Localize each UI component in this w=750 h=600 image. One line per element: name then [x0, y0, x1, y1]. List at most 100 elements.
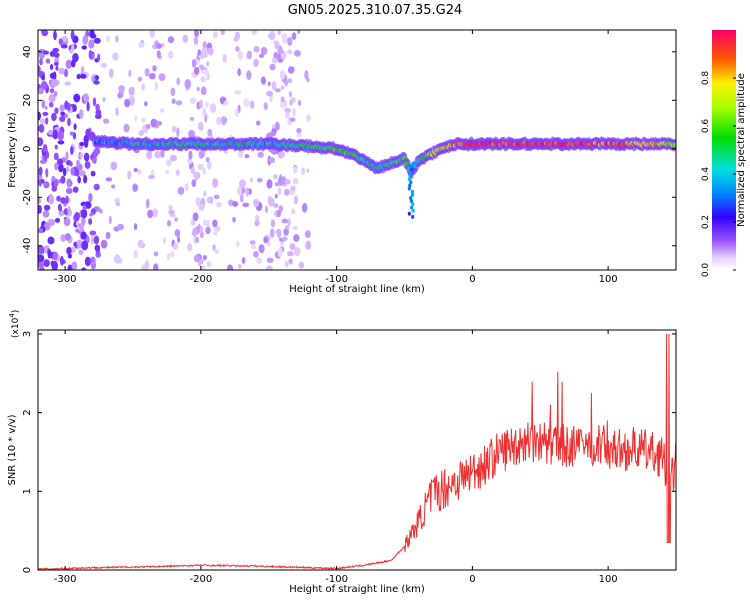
spectrogram-noise-point: [277, 45, 283, 54]
spectrogram-streak-point: [407, 177, 411, 182]
spectrogram-noise-point: [63, 68, 69, 78]
spectrogram-noise-point: [283, 188, 290, 196]
spectrogram-noise-point: [67, 117, 71, 127]
spectrogram-noise-point: [54, 218, 61, 223]
spectrogram-noise-point: [79, 222, 84, 233]
spectrogram-image: [38, 30, 676, 270]
spectrogram-noise-point: [267, 241, 271, 247]
svg-text:(x104): (x104): [8, 310, 21, 338]
spectrogram-noise-point: [138, 41, 145, 48]
spectrogram-noise-point: [75, 221, 80, 226]
spectrogram-noise-point: [166, 220, 172, 227]
spectrogram-noise-point: [84, 161, 91, 169]
spectrogram-noise-point: [79, 73, 87, 79]
spectrogram-noise-point: [238, 148, 244, 159]
spectrogram-noise-point: [102, 118, 110, 124]
y-tick-label: 40: [22, 45, 33, 58]
spectrogram-noise-point: [276, 228, 282, 239]
spectrogram-noise-point: [88, 49, 93, 59]
spectrogram-noise-point: [296, 30, 301, 35]
spectrogram-noise-point: [38, 124, 45, 133]
spectrogram-noise-point: [271, 124, 276, 129]
spectrogram-noise-point: [70, 59, 76, 68]
x-tick-label: -300: [54, 274, 77, 285]
colorbar-gradient: [712, 30, 736, 270]
spectrogram-noise-point: [66, 166, 70, 173]
spectrogram-noise-point: [81, 240, 89, 251]
spectrogram-noise-point: [251, 30, 258, 35]
spectrogram-noise-point: [90, 170, 96, 177]
spectrogram-noise-point: [72, 186, 79, 193]
y-tick-label: -20: [22, 189, 33, 205]
spectrogram-noise-point: [306, 114, 311, 123]
spectrogram-noise-point: [284, 179, 291, 185]
snr-scale-exp: 4: [8, 313, 16, 318]
spectrogram-noise-point: [93, 183, 100, 191]
spectrogram-noise-point: [58, 67, 65, 75]
spectrogram-noise-point: [192, 227, 198, 237]
spectrogram-noise-point: [153, 251, 159, 257]
spectrogram-noise-point: [108, 215, 112, 225]
spectrogram-noise-point: [148, 174, 155, 179]
spectrogram-noise-point: [212, 31, 218, 39]
spectrogram-noise-point: [215, 201, 222, 208]
y-tick-label: 20: [22, 94, 33, 107]
spectrogram-noise-point: [38, 88, 44, 95]
spectrogram-noise-point: [133, 249, 138, 259]
colorbar: 0.0 0.2 0.4 0.6 0.8 Normalized spectral ampl…: [701, 30, 747, 277]
spectrogram-noise-point: [268, 197, 275, 207]
spectrogram-noise-point: [117, 92, 123, 99]
spectrogram-noise-point: [293, 49, 301, 57]
spectrogram-noise-point: [74, 211, 80, 221]
spectrogram-noise-point: [38, 49, 45, 60]
spectrogram-noise-point: [48, 219, 56, 226]
spectrogram-noise-point: [287, 78, 293, 84]
spectrogram-noise-point: [187, 243, 193, 252]
spectrogram-noise-point: [92, 97, 97, 107]
spectrogram-noise-point: [260, 46, 268, 55]
spectrogram-noise-point: [184, 183, 189, 192]
spectrogram-noise-point: [206, 61, 210, 67]
spectrogram-noise-point: [54, 162, 59, 171]
spectrogram-noise-point: [284, 107, 292, 113]
spectrogram-noise-point: [133, 223, 138, 231]
spectrogram-noise-point: [114, 197, 121, 203]
spectrogram-noise-point: [197, 163, 205, 171]
spectrogram-noise-point: [221, 116, 226, 126]
spectrogram-noise-point: [301, 203, 308, 213]
spectrogram-noise-point: [253, 58, 259, 68]
spectrogram-noise-point: [137, 76, 143, 82]
spectrogram-noise-point: [134, 115, 138, 122]
spectrogram-noise-point: [190, 167, 196, 175]
spectrogram-noise-point: [69, 131, 74, 136]
spectrogram-noise-point: [182, 34, 189, 43]
spectrogram-noise-point: [232, 201, 239, 207]
spectrogram-noise-point: [42, 50, 49, 55]
spectrogram-noise-point: [149, 30, 156, 38]
spectrogram-noise-point: [38, 111, 41, 121]
spectrogram-noise-point: [158, 73, 166, 82]
spectrogram-noise-point: [49, 63, 54, 70]
spectrogram-noise-point: [152, 65, 157, 72]
y-tick-label: 2: [22, 409, 33, 415]
spectrogram-noise-point: [175, 169, 181, 176]
spectrogram-noise-point: [258, 244, 265, 254]
spectrogram-noise-point: [189, 116, 195, 121]
spectrogram-noise-point: [105, 35, 111, 43]
spectrogram-noise-point: [189, 97, 197, 104]
spectrogram-noise-point: [150, 169, 155, 176]
spectrogram-noise-point: [292, 107, 296, 118]
spectrogram-noise-point: [73, 123, 77, 131]
x-tick-label: 0: [469, 574, 475, 585]
chart-title: GN05.2025.310.07.35.G24: [288, 3, 463, 18]
spectrogram-noise-point: [38, 137, 44, 147]
spectrogram-noise-point: [279, 101, 287, 109]
spectrogram-noise-point: [176, 127, 180, 137]
spectrogram-noise-point: [249, 240, 256, 245]
spectrogram-noise-point: [170, 251, 175, 258]
x-tick-label: -300: [54, 574, 77, 585]
spectrogram-noise-point: [81, 208, 88, 219]
spectrogram-noise-point: [65, 151, 69, 161]
spectrogram-noise-point: [212, 219, 218, 228]
spectrogram-noise-point: [60, 197, 66, 204]
